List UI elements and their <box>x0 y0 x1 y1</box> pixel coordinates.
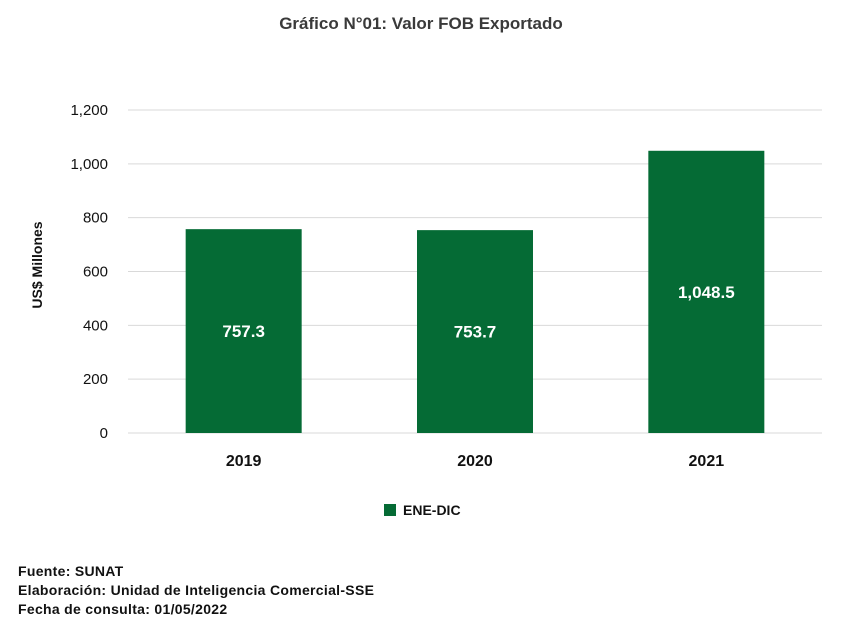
y-tick-label: 600 <box>83 264 108 281</box>
y-tick-label: 1,200 <box>70 102 108 119</box>
data-label-2021: 1,048.5 <box>678 283 735 302</box>
x-tick-label: 2019 <box>226 453 262 470</box>
bar-2019 <box>185 229 302 433</box>
bar-2021 <box>648 150 765 433</box>
y-tick-label: 400 <box>83 317 108 334</box>
y-tick-label: 0 <box>100 425 108 442</box>
legend: ENE-DIC <box>384 502 461 518</box>
source-note: Fuente: SUNAT <box>18 563 124 579</box>
y-tick-label: 1,000 <box>70 156 108 173</box>
y-tick-label: 200 <box>83 371 108 388</box>
data-label-2019: 757.3 <box>222 322 265 341</box>
legend-label: ENE-DIC <box>403 502 461 518</box>
y-axis-title: US$ Millones <box>29 221 45 308</box>
consultation-date-note: Fecha de consulta: 01/05/2022 <box>18 601 228 617</box>
bar-2020 <box>417 230 533 433</box>
bars: 757.3 753.7 1,048.5 <box>185 150 765 433</box>
legend-swatch <box>384 504 396 516</box>
prepared-by-note: Elaboración: Unidad de Inteligencia Come… <box>18 582 375 598</box>
footer-notes: Fuente: SUNAT Elaboración: Unidad de Int… <box>18 562 374 619</box>
x-axis-categories: 2019 2020 2021 <box>226 453 724 470</box>
y-tick-label: 800 <box>83 210 108 227</box>
data-label-2020: 753.7 <box>454 323 497 342</box>
x-tick-label: 2020 <box>457 453 493 470</box>
chart-title: Gráfico N°01: Valor FOB Exportado <box>279 14 563 33</box>
y-axis-ticks: 0 200 400 600 800 1,000 1,200 <box>70 102 108 442</box>
x-tick-label: 2021 <box>689 453 725 470</box>
